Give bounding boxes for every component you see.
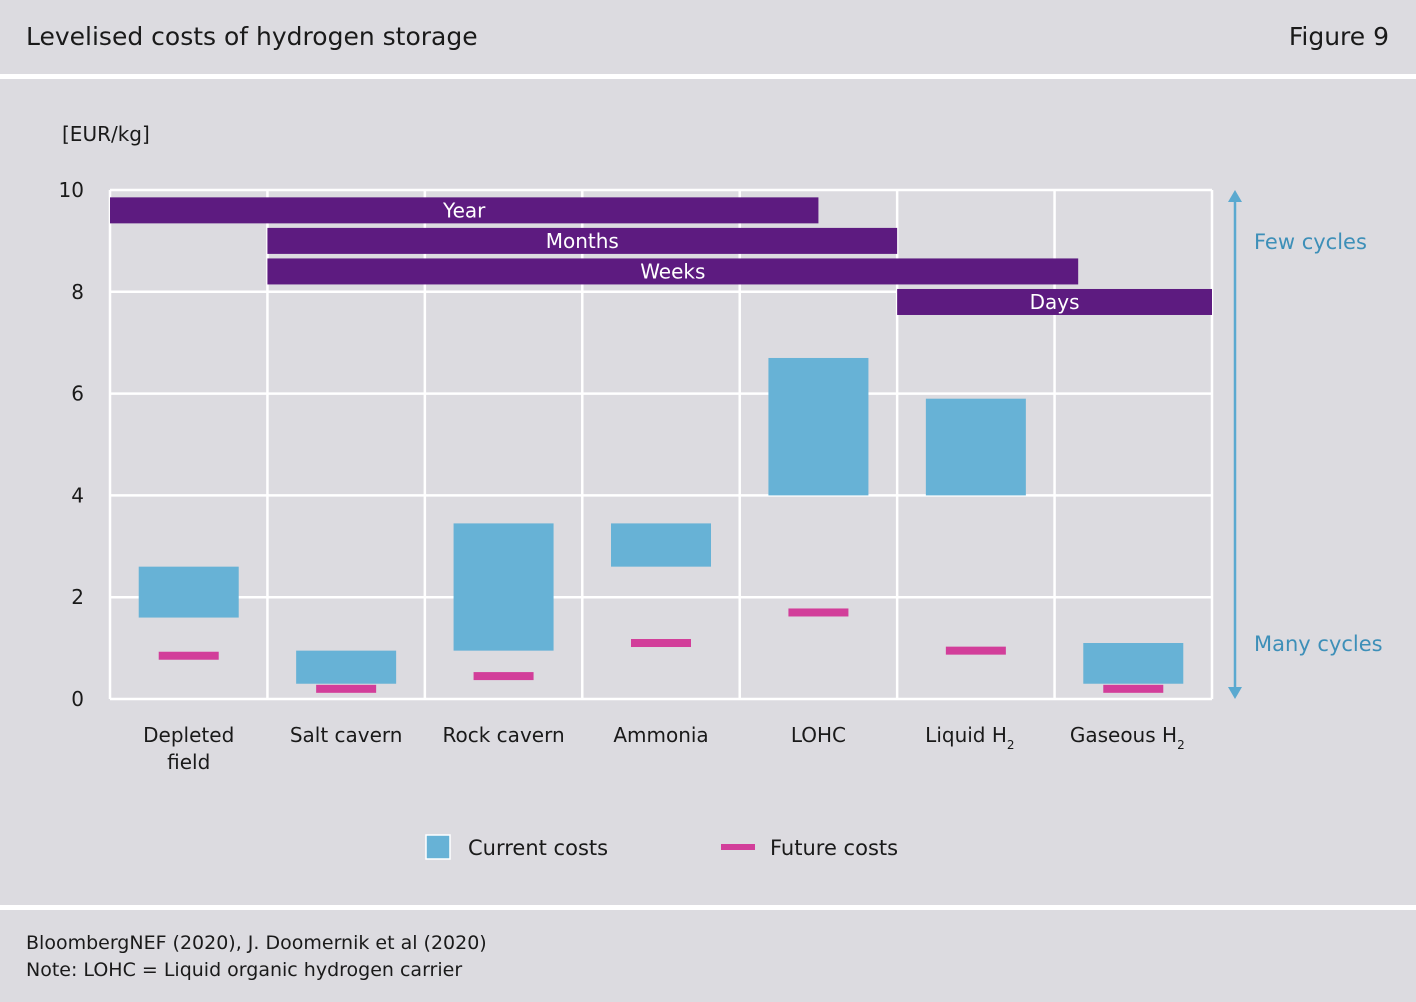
current-cost-bar bbox=[925, 398, 1026, 496]
y-tick-label: 2 bbox=[71, 585, 84, 609]
many-cycles-label: Many cycles bbox=[1254, 632, 1383, 656]
header: Levelised costs of hydrogen storage Figu… bbox=[0, 0, 1416, 74]
x-tick-label: Ammonia bbox=[613, 723, 708, 747]
legend-current-swatch bbox=[425, 834, 451, 860]
y-tick-label: 4 bbox=[71, 483, 84, 507]
duration-band bbox=[110, 197, 819, 224]
duration-band-label: Year bbox=[442, 198, 486, 222]
current-cost-bar bbox=[1083, 643, 1184, 684]
legend-current-label: Current costs bbox=[468, 836, 608, 860]
future-cost-marker bbox=[631, 639, 691, 648]
chart-title: Levelised costs of hydrogen storage bbox=[26, 22, 478, 51]
legend-future-swatch bbox=[721, 844, 755, 850]
y-tick-label: 8 bbox=[71, 280, 84, 304]
future-cost-marker bbox=[316, 684, 377, 693]
y-tick-label: 0 bbox=[71, 687, 84, 711]
cycle-axis-arrow-up bbox=[1228, 190, 1242, 202]
current-cost-bar bbox=[138, 566, 239, 618]
duration-band bbox=[267, 227, 898, 254]
future-cost-marker bbox=[473, 672, 534, 681]
current-cost-bar bbox=[453, 523, 554, 651]
duration-band bbox=[897, 288, 1212, 315]
chart-panel: 0 2 4 6 8 10 [EUR/kg] Year Months Weeks Days Deplet… bbox=[0, 79, 1416, 905]
y-tick-label: 10 bbox=[59, 178, 84, 202]
x-tick-label: Gaseous H2 bbox=[1070, 723, 1185, 752]
chart-svg: 0 2 4 6 8 10 [EUR/kg] Year Months Weeks Days Deplet… bbox=[59, 122, 1383, 860]
x-tick-label: Liquid H2 bbox=[925, 723, 1014, 752]
figure-label: Figure 9 bbox=[1288, 22, 1389, 51]
future-cost-marker bbox=[945, 646, 1006, 655]
y-tick-label: 6 bbox=[71, 382, 84, 406]
x-tick-label: Depleted field bbox=[143, 723, 234, 774]
top-divider bbox=[0, 74, 1416, 79]
legend-future-label: Future costs bbox=[770, 836, 898, 860]
footer: BloombergNEF (2020), J. Doomernik et al … bbox=[0, 910, 1416, 1002]
few-cycles-label: Few cycles bbox=[1254, 230, 1367, 254]
current-cost-bar bbox=[768, 357, 869, 496]
note-text: Note: LOHC = Liquid organic hydrogen car… bbox=[26, 959, 463, 981]
future-cost-marker bbox=[788, 608, 849, 617]
current-cost-bar bbox=[611, 523, 711, 567]
y-axis-label: [EUR/kg] bbox=[62, 122, 150, 146]
bottom-divider bbox=[0, 905, 1416, 910]
source-text: BloombergNEF (2020), J. Doomernik et al … bbox=[26, 932, 487, 954]
future-cost-marker bbox=[1103, 684, 1164, 693]
cycle-axis-arrow-down bbox=[1228, 687, 1242, 699]
x-tick-label: LOHC bbox=[791, 723, 846, 747]
duration-band-label: Months bbox=[546, 229, 619, 253]
future-cost-marker bbox=[158, 651, 219, 660]
x-tick-label: Salt cavern bbox=[290, 723, 403, 747]
x-tick-label: Rock cavern bbox=[443, 723, 565, 747]
current-cost-bar bbox=[296, 650, 397, 684]
duration-band bbox=[267, 258, 1079, 285]
duration-band-label: Days bbox=[1030, 290, 1080, 314]
duration-band-label: Weeks bbox=[640, 259, 705, 283]
